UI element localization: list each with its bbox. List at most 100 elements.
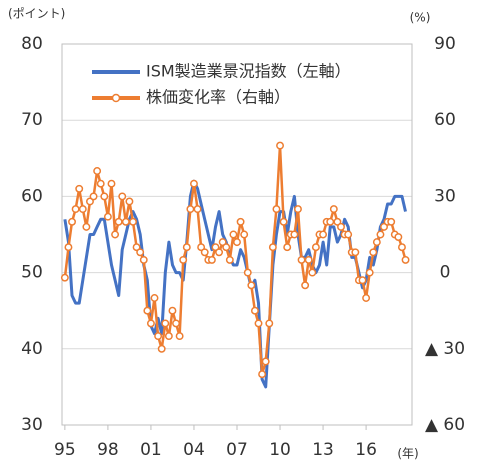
series-marker [186, 205, 195, 214]
series-marker [344, 230, 353, 239]
series-marker [168, 306, 177, 315]
series-marker [294, 205, 302, 214]
series-marker [86, 197, 94, 206]
series-marker [175, 332, 184, 341]
y2-tick-label: 0 [440, 263, 451, 283]
series-marker [243, 268, 252, 277]
series-marker [136, 248, 145, 257]
x-axis-label: (年) [397, 447, 418, 461]
legend-label: ISM製造業景況指数（左軸） [146, 62, 351, 81]
y2-tick-label: 60 [434, 110, 456, 130]
series-marker [319, 230, 328, 239]
series-marker [207, 255, 216, 264]
series-marker [308, 268, 317, 277]
series-marker [154, 332, 163, 341]
series-marker [380, 222, 388, 231]
y-tick-label: 50 [21, 263, 43, 283]
series-marker [250, 306, 259, 315]
x-tick-label: 13 [312, 440, 334, 460]
series-marker [89, 192, 98, 201]
series-marker [283, 243, 292, 252]
series-marker [157, 344, 166, 353]
series-marker [96, 179, 105, 188]
series-marker [146, 319, 155, 328]
series-marker [233, 238, 241, 247]
series-marker [143, 306, 152, 315]
series-marker [103, 212, 112, 221]
series-marker [369, 248, 378, 257]
y-tick-label: 80 [21, 34, 43, 54]
series-marker [197, 243, 206, 252]
series-marker [362, 294, 371, 302]
series-marker [358, 276, 367, 285]
series-marker [276, 141, 284, 150]
series-marker [254, 319, 263, 328]
series-marker [139, 255, 148, 264]
series-marker [326, 217, 335, 226]
series-marker [150, 294, 159, 302]
x-tick-label: 04 [183, 440, 205, 460]
y2-tick-label: 30 [434, 186, 456, 206]
series-marker [225, 255, 234, 264]
y-tick-label: 60 [21, 186, 43, 206]
series-marker [179, 255, 188, 264]
series-marker [290, 230, 299, 239]
series-marker [118, 192, 127, 201]
series-marker [229, 230, 238, 239]
series-marker [337, 222, 345, 231]
series-marker [304, 255, 313, 264]
series-marker [82, 222, 91, 231]
series-marker [279, 217, 288, 226]
legend-label: 株価変化率（右軸） [146, 88, 290, 107]
y2-tick-label: ▲ 30 [425, 339, 465, 359]
series-marker [114, 217, 123, 226]
series-marker [240, 230, 249, 239]
series-marker [93, 167, 102, 175]
series-marker [132, 243, 141, 252]
series-marker [182, 243, 191, 252]
series-marker [247, 281, 256, 290]
x-tick-label: 95 [54, 440, 76, 460]
series-marker [200, 248, 209, 257]
series-marker [60, 273, 69, 282]
series-marker [401, 255, 410, 264]
x-tick-label: 07 [226, 440, 248, 460]
series-marker [394, 233, 403, 241]
series-marker [297, 255, 306, 264]
series-marker [376, 230, 385, 239]
legend-marker [111, 93, 121, 103]
series-marker [222, 243, 231, 252]
series-marker [268, 243, 277, 252]
y-axis-label: (ポイント) [8, 7, 65, 21]
series-marker [236, 217, 245, 226]
series-marker [372, 238, 381, 247]
series-marker [215, 248, 224, 257]
series-marker [329, 205, 338, 214]
x-tick-label: 10 [269, 440, 291, 460]
series-marker [100, 192, 109, 201]
series-marker [64, 243, 73, 252]
series-line [63, 179, 407, 389]
series-marker [258, 370, 267, 379]
series-marker [161, 319, 170, 328]
series-marker [272, 205, 281, 214]
series-marker [265, 319, 274, 328]
y2-tick-label: 90 [434, 34, 456, 54]
series-marker [218, 238, 227, 247]
series-marker [398, 243, 406, 252]
series-marker [211, 243, 220, 252]
y2-tick-label: ▲ 60 [425, 415, 465, 435]
y-tick-label: 40 [21, 339, 43, 359]
y-tick-label: 70 [21, 110, 43, 130]
series-marker [190, 179, 198, 188]
series-marker [68, 217, 76, 226]
x-tick-label: 01 [140, 440, 162, 460]
series-marker [129, 217, 137, 226]
series-marker [71, 205, 80, 214]
x-tick-label: 16 [355, 440, 377, 460]
series-marker [351, 248, 360, 257]
y2-axis-label: (%) [410, 11, 431, 25]
y-tick-label: 30 [21, 415, 43, 435]
series-marker [78, 205, 87, 214]
